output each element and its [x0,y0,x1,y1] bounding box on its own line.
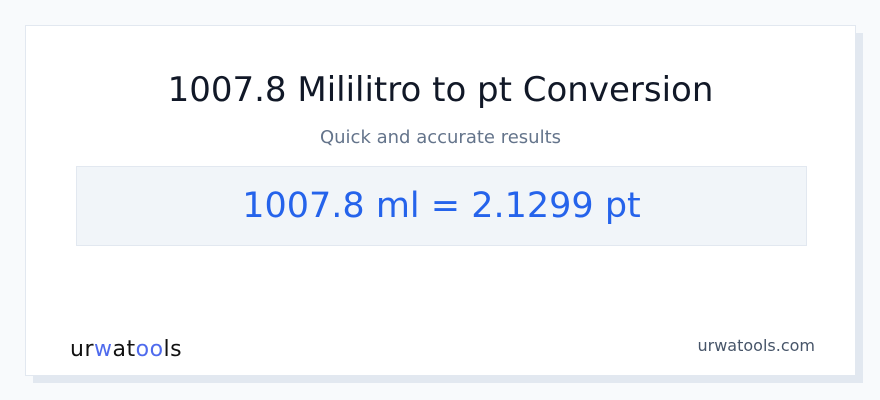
conversion-result: 1007.8 ml = 2.1299 pt [76,166,807,246]
logo-part: ls [163,337,183,362]
page-title: 1007.8 Mililitro to pt Conversion [167,70,714,110]
logo-part: w [94,337,113,362]
logo-part: oo [135,337,164,362]
result-text: 1007.8 ml = 2.1299 pt [242,186,641,226]
logo-part: at [112,337,136,362]
site-link[interactable]: urwatools.com [697,336,816,355]
conversion-card: 1007.8 Mililitro to pt Conversion Quick … [25,25,856,376]
urwatools-logo[interactable]: urwatools [70,337,182,362]
logo-part: ur [70,337,94,362]
page-subtitle: Quick and accurate results [319,127,562,148]
